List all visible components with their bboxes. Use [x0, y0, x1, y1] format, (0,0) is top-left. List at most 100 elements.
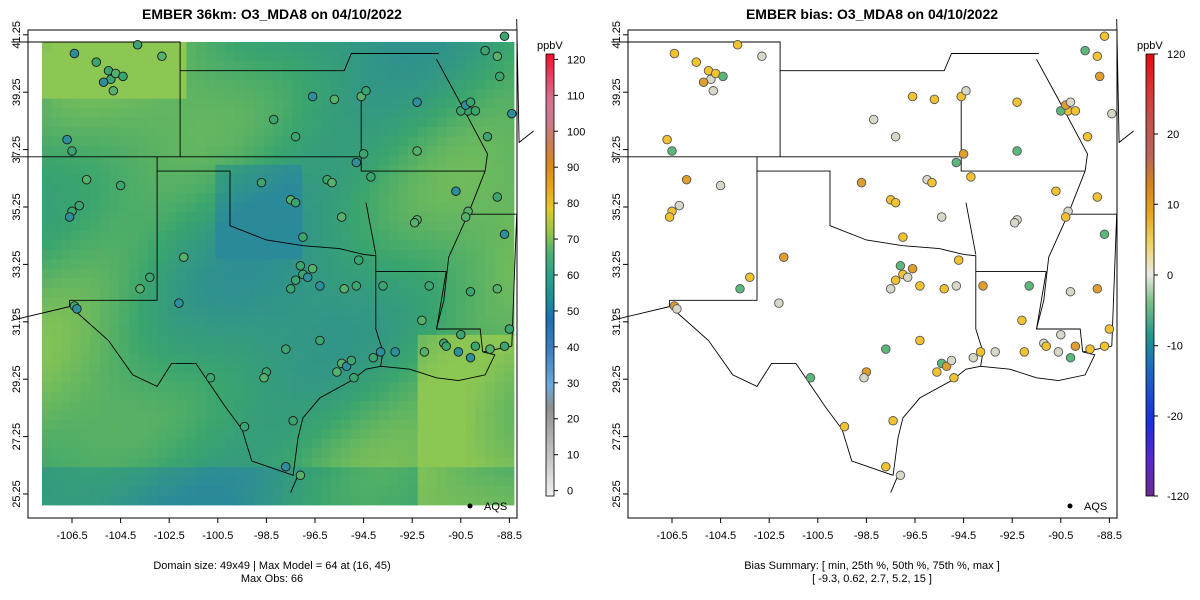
- model-grid-cell: [147, 193, 158, 204]
- model-grid-cell: [99, 353, 110, 364]
- aqs-station-marker: [302, 272, 313, 283]
- model-grid-cell: [273, 136, 284, 147]
- model-grid-cell: [388, 410, 399, 421]
- model-grid-cell: [128, 117, 139, 128]
- model-grid-cell: [176, 344, 187, 355]
- model-grid-cell: [379, 212, 390, 222]
- model-grid-cell: [436, 127, 447, 137]
- model-grid-cell: [51, 325, 62, 336]
- model-grid-cell: [263, 193, 274, 204]
- model-grid-cell: [302, 457, 313, 468]
- model-grid-cell: [359, 410, 370, 421]
- aqs-station-marker: [349, 373, 359, 383]
- model-grid-cell: [234, 51, 245, 62]
- model-grid-cell: [215, 363, 226, 374]
- model-grid-cell: [350, 467, 361, 478]
- model-grid-cell: [51, 268, 62, 279]
- model-grid-cell: [234, 325, 245, 336]
- model-grid-cell: [446, 230, 457, 241]
- model-grid-cell: [234, 221, 245, 232]
- model-grid-cell: [147, 127, 158, 137]
- model-grid-cell: [359, 42, 370, 52]
- model-grid-cell: [80, 51, 91, 62]
- model-grid-cell: [99, 42, 110, 52]
- model-grid-cell: [388, 89, 399, 100]
- model-grid-cell: [225, 42, 236, 52]
- model-grid-cell: [427, 230, 438, 241]
- model-grid-cell: [485, 183, 496, 194]
- model-grid-cell: [186, 79, 197, 90]
- model-grid-cell: [369, 221, 380, 232]
- model-grid-cell: [225, 89, 236, 100]
- model-grid-cell: [215, 202, 226, 213]
- model-grid-cell: [465, 42, 476, 52]
- model-grid-cell: [436, 372, 447, 383]
- aqs-station-bias-marker: [881, 461, 891, 472]
- model-grid-cell: [215, 51, 226, 62]
- aqs-station-marker: [281, 344, 291, 354]
- model-grid-cell: [147, 51, 158, 62]
- model-grid-cell: [417, 79, 428, 90]
- model-grid-cell: [436, 410, 447, 421]
- model-grid-cell: [61, 419, 72, 430]
- model-grid-cell: [157, 193, 168, 204]
- model-grid-cell: [90, 372, 101, 383]
- aqs-station-marker: [346, 355, 357, 366]
- model-grid-cell: [273, 60, 284, 71]
- aqs-station-bias-marker: [1082, 131, 1093, 142]
- model-grid-cell: [205, 429, 216, 440]
- model-grid-cell: [475, 89, 486, 100]
- aqs-station-marker: [157, 51, 167, 62]
- model-grid-cell: [42, 89, 53, 100]
- aqs-station-marker: [290, 197, 301, 208]
- model-grid-cell: [398, 89, 409, 100]
- model-grid-cell: [42, 221, 53, 232]
- model-grid-cell: [436, 60, 447, 71]
- aqs-station-bias-marker: [927, 177, 937, 188]
- model-grid-cell: [80, 155, 91, 166]
- aqs-station-marker: [482, 131, 493, 142]
- bias-panel: EMBER bias: O3_MDA8 on 04/10/2022 AQS -1…: [611, 6, 1189, 585]
- state-boundary-line: [756, 156, 1047, 273]
- model-grid-cell: [273, 476, 284, 487]
- aqs-station-marker: [412, 97, 422, 107]
- model-grid-cell: [465, 316, 476, 326]
- model-grid-cell: [42, 382, 53, 393]
- model-grid-cell: [90, 127, 101, 137]
- model-grid-cell: [157, 268, 168, 279]
- model-grid-cell: [359, 221, 370, 232]
- model-grid-cell: [157, 457, 168, 468]
- model-grid-cell: [475, 448, 486, 459]
- model-grid-cell: [167, 476, 178, 487]
- model-grid-cell: [215, 297, 226, 307]
- model-grid-cell: [70, 476, 81, 487]
- model-grid-cell: [167, 136, 178, 147]
- model-grid-cell: [292, 155, 303, 166]
- model-grid-cell: [388, 448, 399, 459]
- model-grid-cell: [70, 155, 81, 166]
- model-grid-cell: [465, 230, 476, 241]
- aqs-station-marker: [378, 281, 388, 291]
- model-grid-cell: [485, 391, 496, 402]
- model-grid-cell: [70, 89, 81, 100]
- model-grid-cell: [119, 145, 130, 156]
- model-grid-cell: [379, 42, 390, 52]
- model-grid-cell: [398, 287, 409, 298]
- model-grid-cell: [465, 382, 476, 393]
- model-grid-cell: [282, 108, 293, 118]
- model-grid-cell: [398, 316, 409, 326]
- model-grid-cell: [119, 419, 130, 430]
- model-grid-cell: [302, 495, 313, 506]
- model-grid-cell: [90, 145, 101, 156]
- aqs-station-bias-marker: [805, 373, 816, 383]
- model-grid-cell: [51, 297, 62, 307]
- model-grid-cell: [42, 98, 53, 109]
- model-grid-cell: [436, 79, 447, 90]
- model-grid-cell: [234, 382, 245, 393]
- model-grid-cell: [504, 240, 515, 251]
- model-grid-cell: [157, 353, 168, 364]
- model-grid-cell: [215, 127, 226, 137]
- model-grid-cell: [42, 419, 53, 430]
- model-grid-cell: [465, 391, 476, 402]
- model-grid-cell: [51, 183, 62, 194]
